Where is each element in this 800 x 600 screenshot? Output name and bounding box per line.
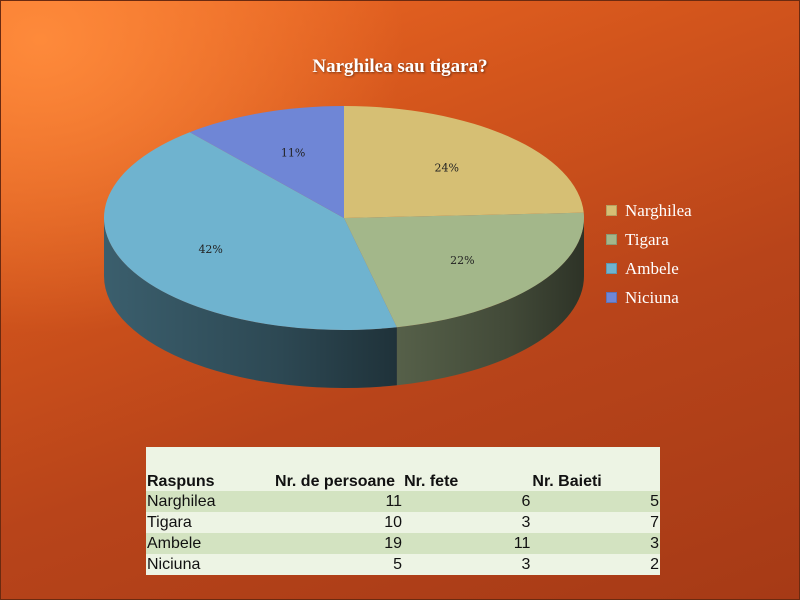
table-row: Ambele 19 11 3 — [146, 533, 660, 554]
legend-label-narghilea: Narghilea — [625, 200, 692, 220]
cell-fete: 6 — [403, 491, 532, 512]
cell-raspuns: Tigara — [146, 512, 275, 533]
cell-fete: 3 — [403, 554, 532, 575]
legend-label-tigara: Tigara — [625, 229, 669, 249]
cell-baieti: 5 — [531, 491, 660, 512]
data-label-tigara: 22% — [450, 254, 474, 267]
header-nr-persoane: Nr. de persoane — [274, 447, 404, 491]
data-label-narghilea: 24% — [434, 162, 458, 175]
table-row: Narghilea 11 6 5 — [146, 491, 660, 512]
legend-item-ambele: Ambele — [606, 254, 692, 283]
chart-legend: Narghilea Tigara Ambele Niciuna — [606, 196, 692, 312]
legend-swatch-narghilea — [606, 205, 617, 216]
cell-persoane: 10 — [274, 512, 404, 533]
cell-fete: 11 — [403, 533, 532, 554]
cell-persoane: 11 — [274, 491, 404, 512]
cell-baieti: 2 — [531, 554, 660, 575]
data-table: Raspuns Nr. de persoane Nr. fete Nr. Bai… — [146, 447, 660, 575]
pie-side-shade-tigara — [396, 218, 584, 386]
cell-baieti: 3 — [531, 533, 660, 554]
legend-swatch-tigara — [606, 234, 617, 245]
table-header-row: Raspuns Nr. de persoane Nr. fete Nr. Bai… — [146, 447, 660, 491]
data-label-ambele: 42% — [198, 243, 222, 256]
pie-slice-niciuna — [189, 106, 344, 218]
data-label-niciuna: 11% — [281, 147, 305, 160]
pie-side-shade-ambele — [104, 218, 397, 388]
legend-swatch-niciuna — [606, 292, 617, 303]
legend-label-niciuna: Niciuna — [625, 287, 679, 307]
header-nr-baieti: Nr. Baieti — [531, 447, 660, 491]
legend-item-tigara: Tigara — [606, 225, 692, 254]
chart-title: Narghilea sau tigara? — [312, 56, 488, 77]
header-raspuns: Raspuns — [146, 447, 275, 491]
pie-slice-ambele — [103, 132, 397, 330]
legend-item-niciuna: Niciuna — [606, 283, 692, 312]
pie-slice-narghilea — [344, 106, 584, 218]
legend-label-ambele: Ambele — [625, 258, 679, 278]
pie-slice-tigara — [344, 212, 584, 328]
table-row: Niciuna 5 3 2 — [146, 554, 660, 575]
legend-swatch-ambele — [606, 263, 617, 274]
cell-fete: 3 — [403, 512, 532, 533]
cell-persoane: 19 — [274, 533, 404, 554]
cell-raspuns: Niciuna — [146, 554, 275, 575]
table-row: Tigara 10 3 7 — [146, 512, 660, 533]
cell-persoane: 5 — [274, 554, 404, 575]
cell-raspuns: Narghilea — [146, 491, 275, 512]
legend-item-narghilea: Narghilea — [606, 196, 692, 225]
cell-baieti: 7 — [531, 512, 660, 533]
header-nr-fete: Nr. fete — [403, 447, 532, 491]
cell-raspuns: Ambele — [146, 533, 275, 554]
